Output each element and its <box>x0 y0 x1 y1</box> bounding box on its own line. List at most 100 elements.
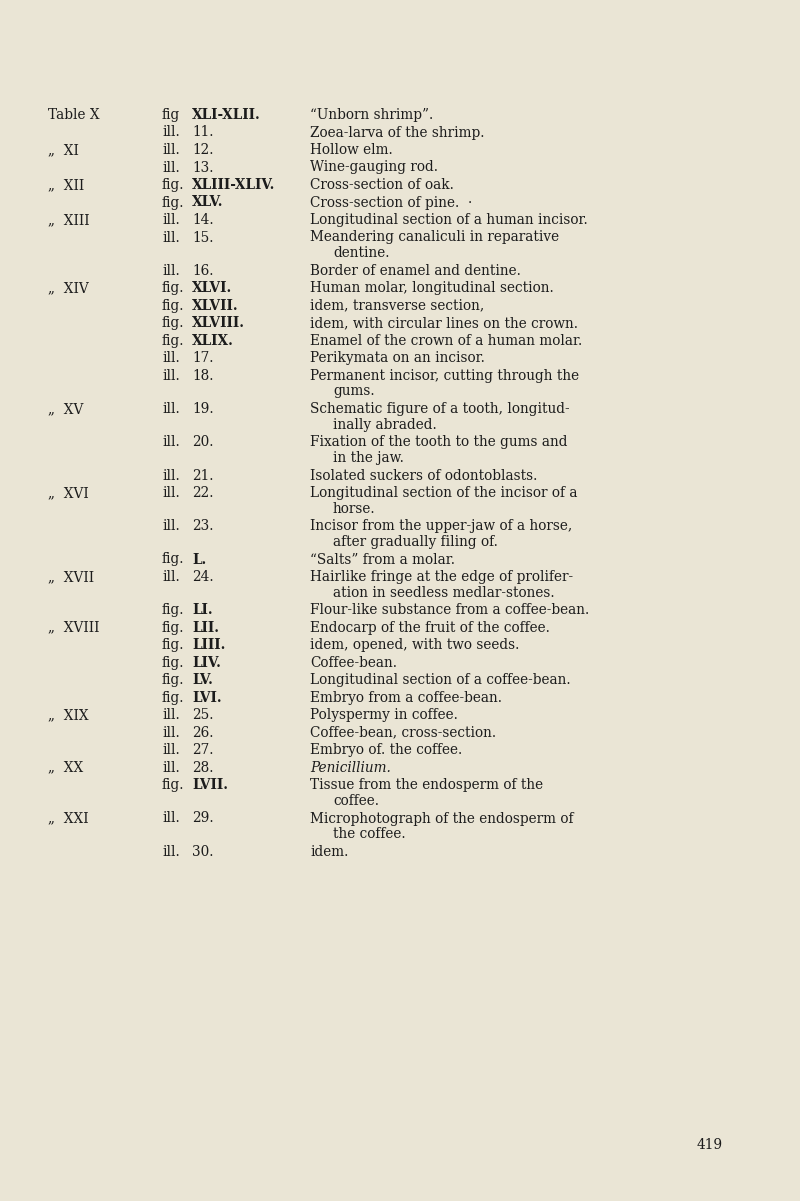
Text: XLVI.: XLVI. <box>192 281 232 295</box>
Text: horse.: horse. <box>333 502 376 515</box>
Text: Flour-like substance from a coffee-bean.: Flour-like substance from a coffee-bean. <box>310 603 590 617</box>
Text: fig: fig <box>162 108 180 123</box>
Text: fig.: fig. <box>162 316 185 330</box>
Text: ill.: ill. <box>162 369 180 383</box>
Text: fig.: fig. <box>162 778 185 793</box>
Text: coffee.: coffee. <box>333 794 379 808</box>
Text: fig.: fig. <box>162 621 185 635</box>
Text: fig.: fig. <box>162 334 185 348</box>
Text: ill.: ill. <box>162 143 180 157</box>
Text: 13.: 13. <box>192 161 214 174</box>
Text: 18.: 18. <box>192 369 214 383</box>
Text: 30.: 30. <box>192 844 214 859</box>
Text: ill.: ill. <box>162 812 180 825</box>
Text: 22.: 22. <box>192 486 214 500</box>
Text: XLI-XLII.: XLI-XLII. <box>192 108 261 123</box>
Text: ill.: ill. <box>162 486 180 500</box>
Text: 14.: 14. <box>192 213 214 227</box>
Text: Enamel of the crown of a human molar.: Enamel of the crown of a human molar. <box>310 334 582 348</box>
Text: „  XIX: „ XIX <box>48 709 89 722</box>
Text: fig.: fig. <box>162 691 185 705</box>
Text: Embryo of. the coffee.: Embryo of. the coffee. <box>310 743 462 758</box>
Text: 29.: 29. <box>192 812 214 825</box>
Text: Schematic figure of a tooth, longitud-: Schematic figure of a tooth, longitud- <box>310 402 570 416</box>
Text: fig.: fig. <box>162 674 185 687</box>
Text: 15.: 15. <box>192 231 214 245</box>
Text: Table X: Table X <box>48 108 100 123</box>
Text: XLVIII.: XLVIII. <box>192 316 245 330</box>
Text: Permanent incisor, cutting through the: Permanent incisor, cutting through the <box>310 369 579 383</box>
Text: 12.: 12. <box>192 143 214 157</box>
Text: „  XI: „ XI <box>48 143 79 157</box>
Text: inally abraded.: inally abraded. <box>333 418 437 431</box>
Text: ill.: ill. <box>162 213 180 227</box>
Text: L.: L. <box>192 552 206 567</box>
Text: Fixation of the tooth to the gums and: Fixation of the tooth to the gums and <box>310 435 567 449</box>
Text: „  XVII: „ XVII <box>48 570 94 584</box>
Text: 21.: 21. <box>192 468 214 483</box>
Text: ill.: ill. <box>162 468 180 483</box>
Text: ill.: ill. <box>162 570 180 584</box>
Text: ill.: ill. <box>162 125 180 139</box>
Text: 23.: 23. <box>192 519 214 533</box>
Text: ill.: ill. <box>162 709 180 722</box>
Text: fig.: fig. <box>162 196 185 209</box>
Text: ill.: ill. <box>162 161 180 174</box>
Text: Embryo from a coffee-bean.: Embryo from a coffee-bean. <box>310 691 502 705</box>
Text: LII.: LII. <box>192 621 219 635</box>
Text: 27.: 27. <box>192 743 214 758</box>
Text: ill.: ill. <box>162 743 180 758</box>
Text: dentine.: dentine. <box>333 246 390 261</box>
Text: „  XV: „ XV <box>48 402 83 416</box>
Text: ill.: ill. <box>162 760 180 775</box>
Text: Cross-section of pine.  ·: Cross-section of pine. · <box>310 196 472 209</box>
Text: ill.: ill. <box>162 519 180 533</box>
Text: Penicillium.: Penicillium. <box>310 760 391 775</box>
Text: ill.: ill. <box>162 351 180 365</box>
Text: fig.: fig. <box>162 299 185 312</box>
Text: ill.: ill. <box>162 435 180 449</box>
Text: 17.: 17. <box>192 351 214 365</box>
Text: „  XVI: „ XVI <box>48 486 89 500</box>
Text: LI.: LI. <box>192 603 213 617</box>
Text: idem, opened, with two seeds.: idem, opened, with two seeds. <box>310 638 519 652</box>
Text: 419: 419 <box>697 1139 723 1152</box>
Text: LIII.: LIII. <box>192 638 226 652</box>
Text: 24.: 24. <box>192 570 214 584</box>
Text: Human molar, longitudinal section.: Human molar, longitudinal section. <box>310 281 554 295</box>
Text: idem, with circular lines on the crown.: idem, with circular lines on the crown. <box>310 316 578 330</box>
Text: LIV.: LIV. <box>192 656 221 670</box>
Text: „  XX: „ XX <box>48 760 83 775</box>
Text: 28.: 28. <box>192 760 214 775</box>
Text: XLV.: XLV. <box>192 196 223 209</box>
Text: Coffee-bean, cross-section.: Coffee-bean, cross-section. <box>310 725 496 740</box>
Text: LVI.: LVI. <box>192 691 222 705</box>
Text: „  XXI: „ XXI <box>48 812 89 825</box>
Text: XLIII-XLIV.: XLIII-XLIV. <box>192 178 275 192</box>
Text: ill.: ill. <box>162 231 180 245</box>
Text: 19.: 19. <box>192 402 214 416</box>
Text: Longitudinal section of a coffee-bean.: Longitudinal section of a coffee-bean. <box>310 674 570 687</box>
Text: 25.: 25. <box>192 709 214 722</box>
Text: „  XVIII: „ XVIII <box>48 621 99 635</box>
Text: Wine-gauging rod.: Wine-gauging rod. <box>310 161 438 174</box>
Text: Longitudinal section of the incisor of a: Longitudinal section of the incisor of a <box>310 486 578 500</box>
Text: idem, transverse section,: idem, transverse section, <box>310 299 484 312</box>
Text: ill.: ill. <box>162 402 180 416</box>
Text: Longitudinal section of a human incisor.: Longitudinal section of a human incisor. <box>310 213 588 227</box>
Text: „  XII: „ XII <box>48 178 84 192</box>
Text: Hollow elm.: Hollow elm. <box>310 143 393 157</box>
Text: 26.: 26. <box>192 725 214 740</box>
Text: XLVII.: XLVII. <box>192 299 238 312</box>
Text: ill.: ill. <box>162 725 180 740</box>
Text: fig.: fig. <box>162 603 185 617</box>
Text: 16.: 16. <box>192 264 214 277</box>
Text: 20.: 20. <box>192 435 214 449</box>
Text: Meandering canaliculi in reparative: Meandering canaliculi in reparative <box>310 231 559 245</box>
Text: Microphotograph of the endosperm of: Microphotograph of the endosperm of <box>310 812 574 825</box>
Text: idem.: idem. <box>310 844 348 859</box>
Text: Cross-section of oak.: Cross-section of oak. <box>310 178 454 192</box>
Text: “Unborn shrimp”.: “Unborn shrimp”. <box>310 108 434 123</box>
Text: 11.: 11. <box>192 125 214 139</box>
Text: Zoea-larva of the shrimp.: Zoea-larva of the shrimp. <box>310 125 485 139</box>
